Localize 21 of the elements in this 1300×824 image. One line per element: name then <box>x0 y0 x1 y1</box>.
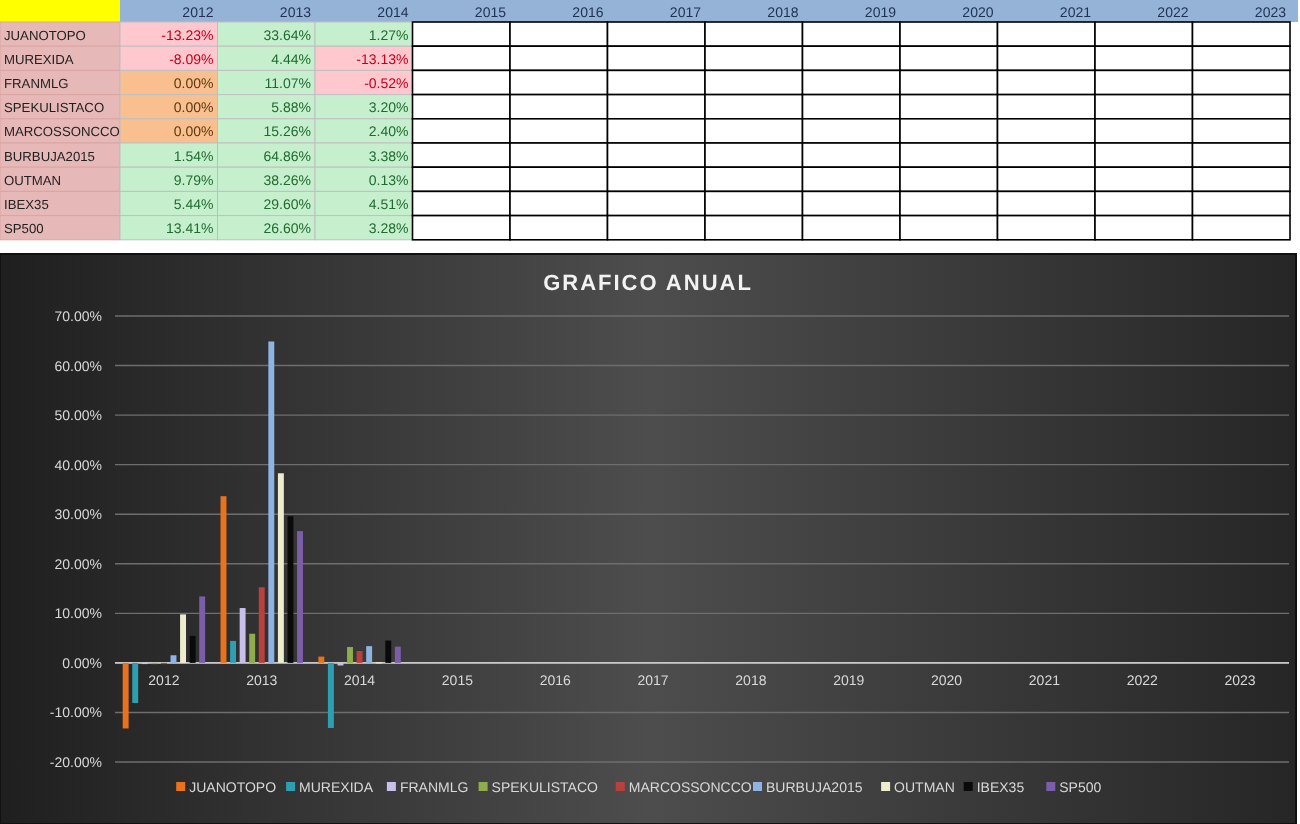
bar <box>268 341 275 663</box>
bar <box>356 651 363 663</box>
bar <box>394 646 401 663</box>
chart-title: GRAFICO ANUAL <box>543 272 753 296</box>
bar <box>239 608 246 663</box>
bar <box>122 662 129 729</box>
bar <box>180 614 187 663</box>
bar <box>297 531 303 663</box>
bar <box>347 647 353 663</box>
bar <box>258 587 265 663</box>
bar <box>277 473 284 663</box>
bar <box>327 662 334 728</box>
bar <box>189 635 196 663</box>
bar <box>230 640 237 663</box>
bar <box>287 516 294 663</box>
bar <box>318 656 325 663</box>
bar <box>132 662 139 703</box>
bar <box>199 596 206 663</box>
bar <box>366 646 373 663</box>
bar <box>249 633 256 663</box>
bar <box>385 640 392 663</box>
